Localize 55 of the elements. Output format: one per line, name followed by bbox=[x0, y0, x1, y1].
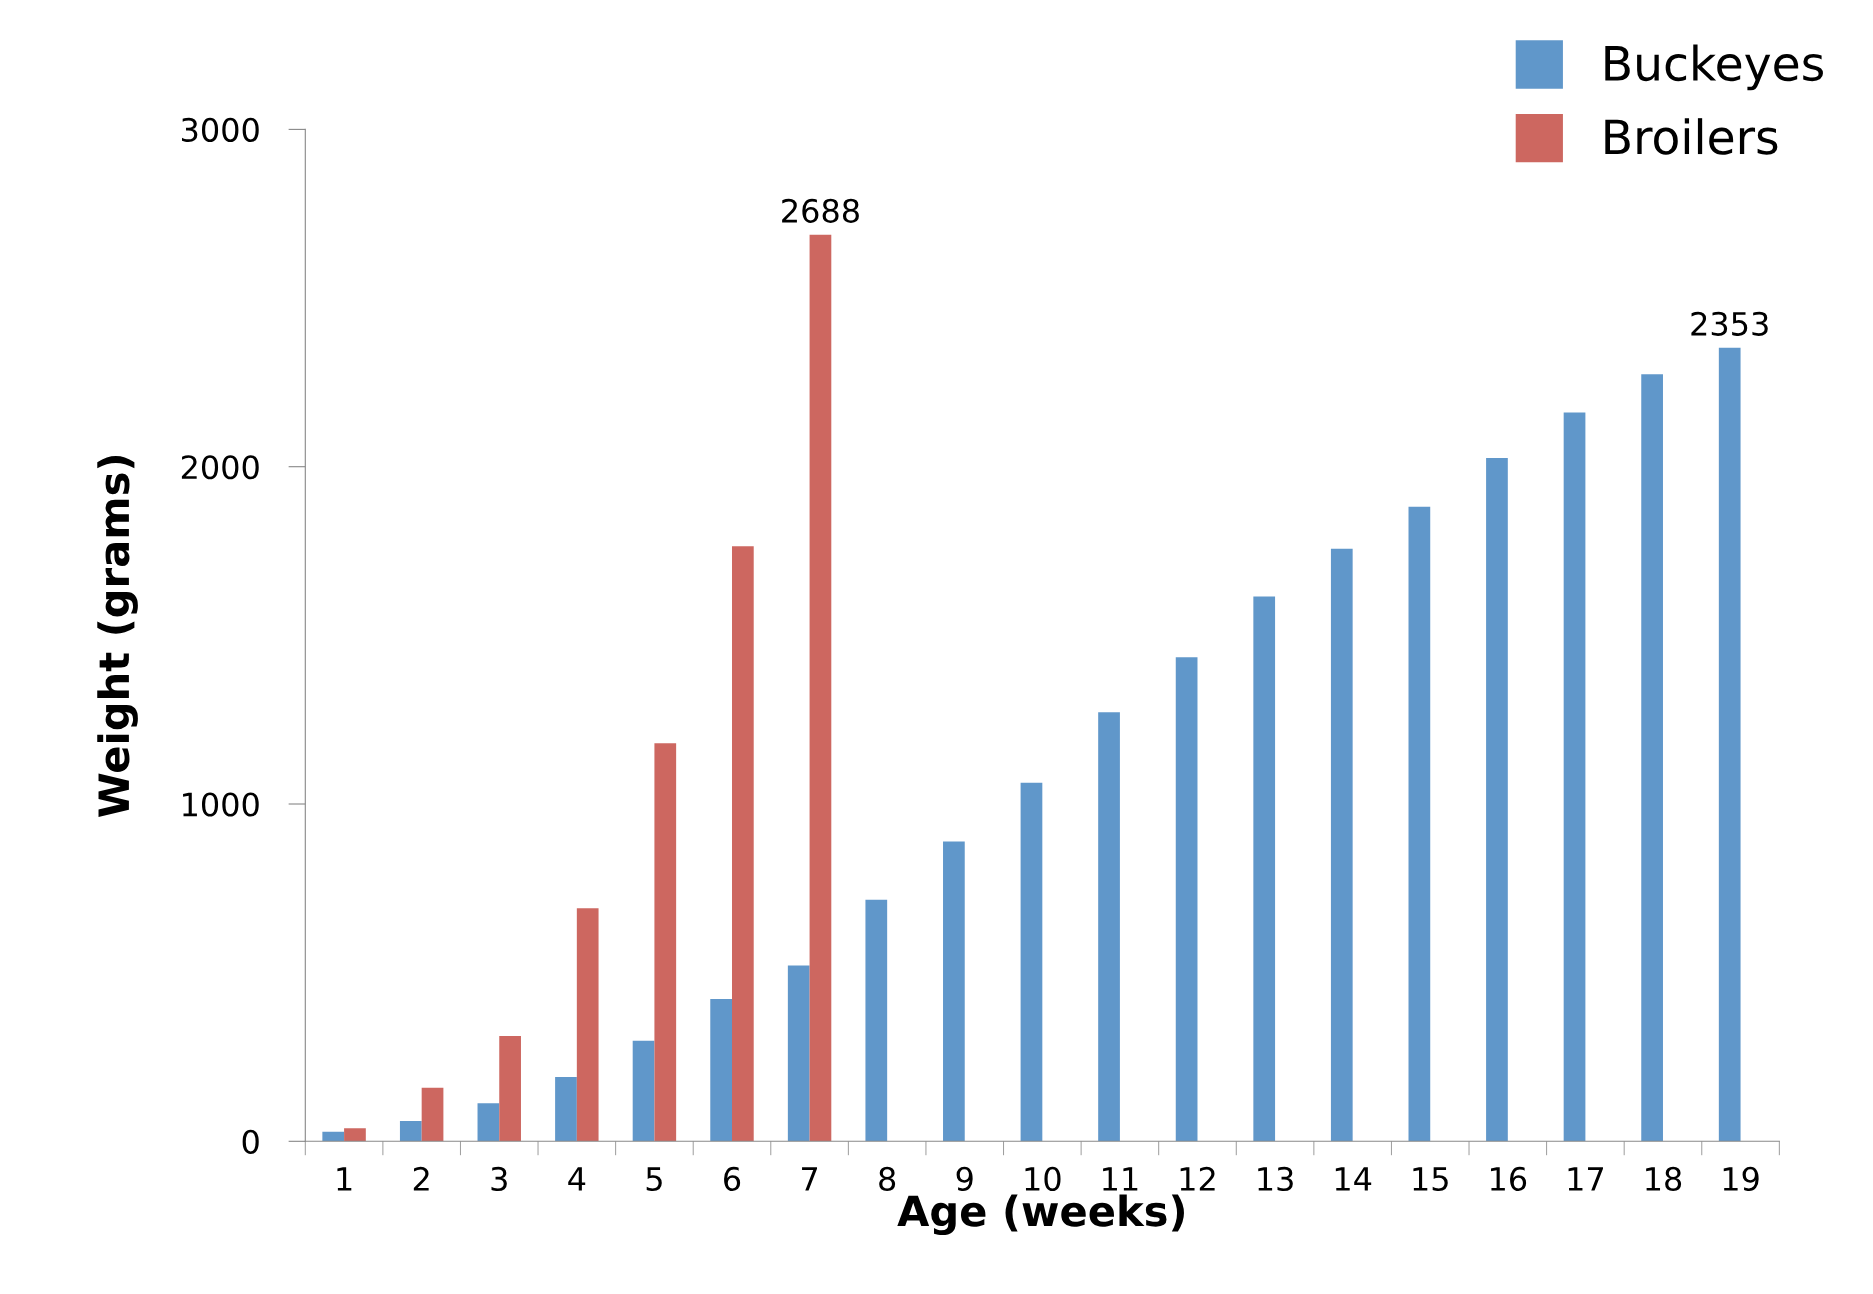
y-tick-label: 3000 bbox=[181, 117, 259, 142]
data-label: 2688 bbox=[782, 198, 859, 223]
bar bbox=[632, 1040, 655, 1142]
bar bbox=[1175, 657, 1198, 1142]
y-tick-label: 1000 bbox=[183, 792, 259, 817]
x-axis-title: Age (weeks) bbox=[897, 1194, 1184, 1236]
legend-label: Broilers bbox=[1605, 118, 1778, 155]
bar bbox=[477, 1103, 500, 1142]
x-tick-label: 14 bbox=[1335, 1167, 1372, 1191]
bar bbox=[1408, 506, 1431, 1142]
bar bbox=[555, 1076, 577, 1142]
x-tick-label: 1 bbox=[337, 1167, 352, 1191]
bar bbox=[787, 965, 810, 1142]
y-tick-label: 2000 bbox=[181, 455, 259, 480]
y-tick-label: 0 bbox=[242, 1129, 259, 1154]
x-tick-label: 2 bbox=[413, 1166, 429, 1191]
bar bbox=[1098, 712, 1120, 1142]
bar bbox=[732, 546, 754, 1142]
x-tick-label: 18 bbox=[1646, 1166, 1682, 1192]
bar bbox=[1253, 596, 1276, 1142]
bar bbox=[710, 998, 732, 1142]
x-tick-label: 5 bbox=[646, 1167, 662, 1192]
x-tick-label: 8 bbox=[879, 1166, 896, 1192]
x-tick-label: 12 bbox=[1180, 1166, 1215, 1191]
x-tick-label: 9 bbox=[956, 1166, 973, 1192]
x-tick-label: 6 bbox=[724, 1166, 741, 1192]
bar bbox=[865, 899, 888, 1142]
legend-label: Buckeyes bbox=[1605, 44, 1823, 91]
x-tick-label: 15 bbox=[1413, 1167, 1448, 1192]
bar bbox=[499, 1036, 521, 1142]
bar bbox=[399, 1121, 422, 1142]
bar bbox=[1563, 412, 1586, 1142]
bar bbox=[1486, 457, 1508, 1142]
x-tick-label: 17 bbox=[1568, 1167, 1603, 1191]
y-axis-title: Weight (grams) bbox=[97, 456, 138, 817]
x-tick-label: 3 bbox=[491, 1166, 507, 1192]
bar bbox=[1020, 782, 1043, 1142]
x-tick-label: 13 bbox=[1258, 1166, 1293, 1192]
data-label: 2353 bbox=[1691, 311, 1768, 336]
bar bbox=[1718, 347, 1741, 1142]
x-tick-label: 4 bbox=[568, 1167, 586, 1191]
bar bbox=[576, 908, 599, 1142]
bar bbox=[1641, 374, 1663, 1142]
bar bbox=[344, 1128, 366, 1142]
bar bbox=[1330, 548, 1353, 1142]
x-tick-label: 16 bbox=[1491, 1166, 1527, 1192]
x-tick-label: 10 bbox=[1025, 1166, 1061, 1192]
bar bbox=[421, 1087, 444, 1142]
x-tick-label: 7 bbox=[802, 1167, 818, 1191]
bar bbox=[943, 841, 965, 1142]
bar bbox=[322, 1131, 345, 1142]
bar bbox=[654, 743, 677, 1142]
x-tick-label: 11 bbox=[1103, 1167, 1138, 1191]
bar bbox=[809, 234, 832, 1142]
x-tick-label: 19 bbox=[1723, 1166, 1759, 1192]
